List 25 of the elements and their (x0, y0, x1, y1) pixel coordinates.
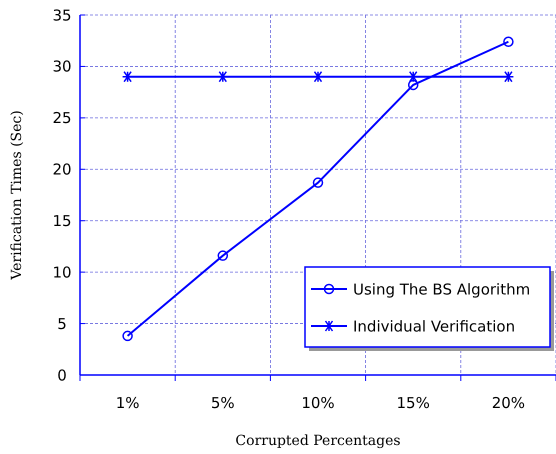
y-tick-label: 0 (57, 366, 67, 384)
y-tick-label: 20 (52, 160, 72, 179)
x-axis-title: Corrupted Percentages (235, 433, 401, 449)
point (312, 177, 324, 188)
y-tick-label: 30 (52, 58, 72, 76)
y-tick-label: 35 (52, 6, 72, 24)
y-tick-label: 15 (52, 212, 72, 230)
legend-label: Using The BS Algorithm (353, 280, 530, 298)
x-tick-label: 20% (492, 394, 526, 412)
point (122, 330, 133, 342)
point (503, 36, 514, 47)
y-tick-label: 5 (57, 314, 67, 333)
point (218, 250, 228, 261)
point (408, 80, 418, 90)
x-tick-label: 5% (210, 394, 235, 412)
y-tick-label: 25 (52, 109, 72, 128)
point (312, 70, 324, 82)
y-axis-title: Verification Times (Sec) (9, 110, 25, 281)
x-tick-label: 1% (116, 394, 140, 412)
point (502, 70, 514, 82)
x-tick-label: 15% (396, 394, 430, 412)
x-tick-label: 10% (301, 394, 335, 412)
legend-label: Individual Verification (353, 317, 516, 336)
y-tick-label: 10 (52, 263, 72, 282)
point (122, 70, 134, 82)
